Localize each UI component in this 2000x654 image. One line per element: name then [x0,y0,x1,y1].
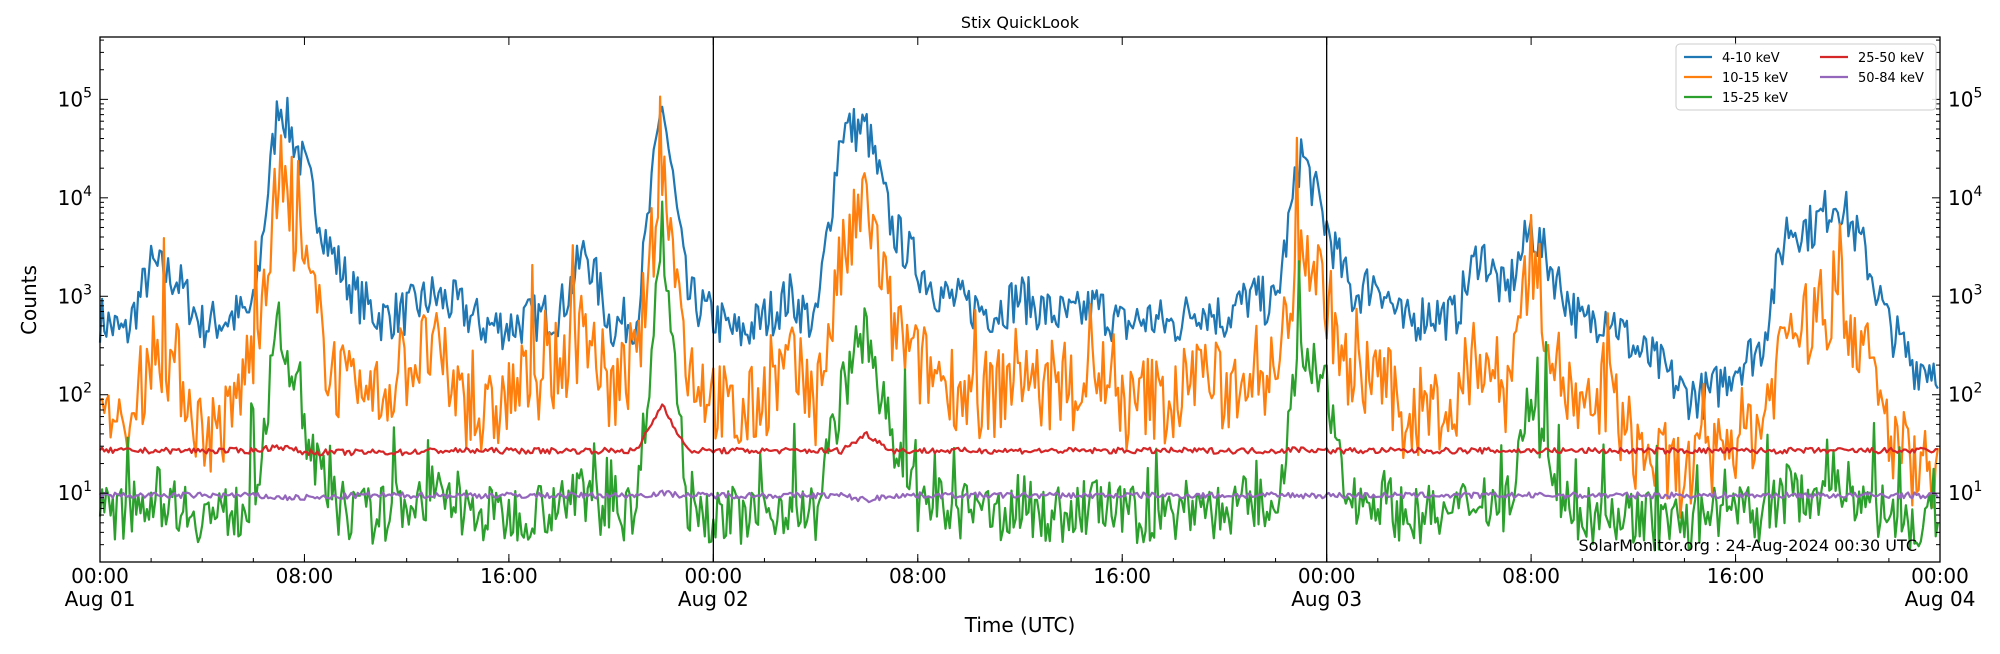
annotation: SolarMonitor.org : 24-Aug-2024 00:30 UTC [1578,536,1917,555]
x-tick-label: 16:00 [1093,564,1151,588]
x-tick-label: 08:00 [1502,564,1560,588]
legend-label: 10-15 keV [1722,71,1788,86]
y-axis: 101 101 102 102 103 103 104 104 105 105 [58,39,1982,563]
y-tick-label: 103 [58,282,92,308]
y-tick-label-right: 101 [1948,479,1982,505]
x-tick-label: 16:00 [480,564,538,588]
y-tick-label: 105 [58,85,92,111]
series-line-50-84-keV [99,489,1939,504]
series-layer [98,95,1939,552]
y-axis-label: Counts [17,265,41,335]
x-tick-sublabel: Aug 01 [65,587,136,611]
x-tick-label: 00:00 [1298,564,1356,588]
y-tick-label: 101 [58,479,92,505]
y-tick-label: 102 [58,381,92,407]
x-tick-label: 08:00 [889,564,947,588]
legend: 4-10 keV 10-15 keV 15-25 keV 25-50 keV 50-84… [1675,43,1937,111]
legend-label: 50-84 keV [1858,71,1924,86]
x-tick-label: 08:00 [276,564,334,588]
legend-box [1675,43,1937,111]
y-tick-label-right: 104 [1948,184,1982,210]
x-axis-label: Time (UTC) [964,613,1076,637]
x-tick-label: 00:00 [1911,564,1969,588]
x-tick-label: 16:00 [1707,564,1765,588]
series-line-10-15-keV [99,95,1939,519]
y-tick-label-right: 103 [1948,282,1982,308]
x-tick-label: 00:00 [71,564,129,588]
legend-label: 25-50 keV [1858,51,1924,66]
y-tick-label-right: 102 [1948,381,1982,407]
series-line-4-10-keV [98,96,1939,421]
x-tick-sublabel: Aug 03 [1291,587,1362,611]
x-tick-label: 00:00 [685,564,743,588]
series-line-15-25-keV [98,200,1939,552]
chart-title: Stix QuickLook [961,13,1080,32]
day-boundaries [712,37,1328,562]
legend-label: 15-25 keV [1722,91,1788,106]
y-tick-label-right: 105 [1948,85,1982,111]
x-tick-sublabel: Aug 04 [1905,587,1976,611]
legend-label: 4-10 keV [1722,51,1780,66]
series-line-25-50-keV [99,403,1938,457]
y-tick-label: 104 [58,184,92,210]
x-tick-sublabel: Aug 02 [678,587,749,611]
